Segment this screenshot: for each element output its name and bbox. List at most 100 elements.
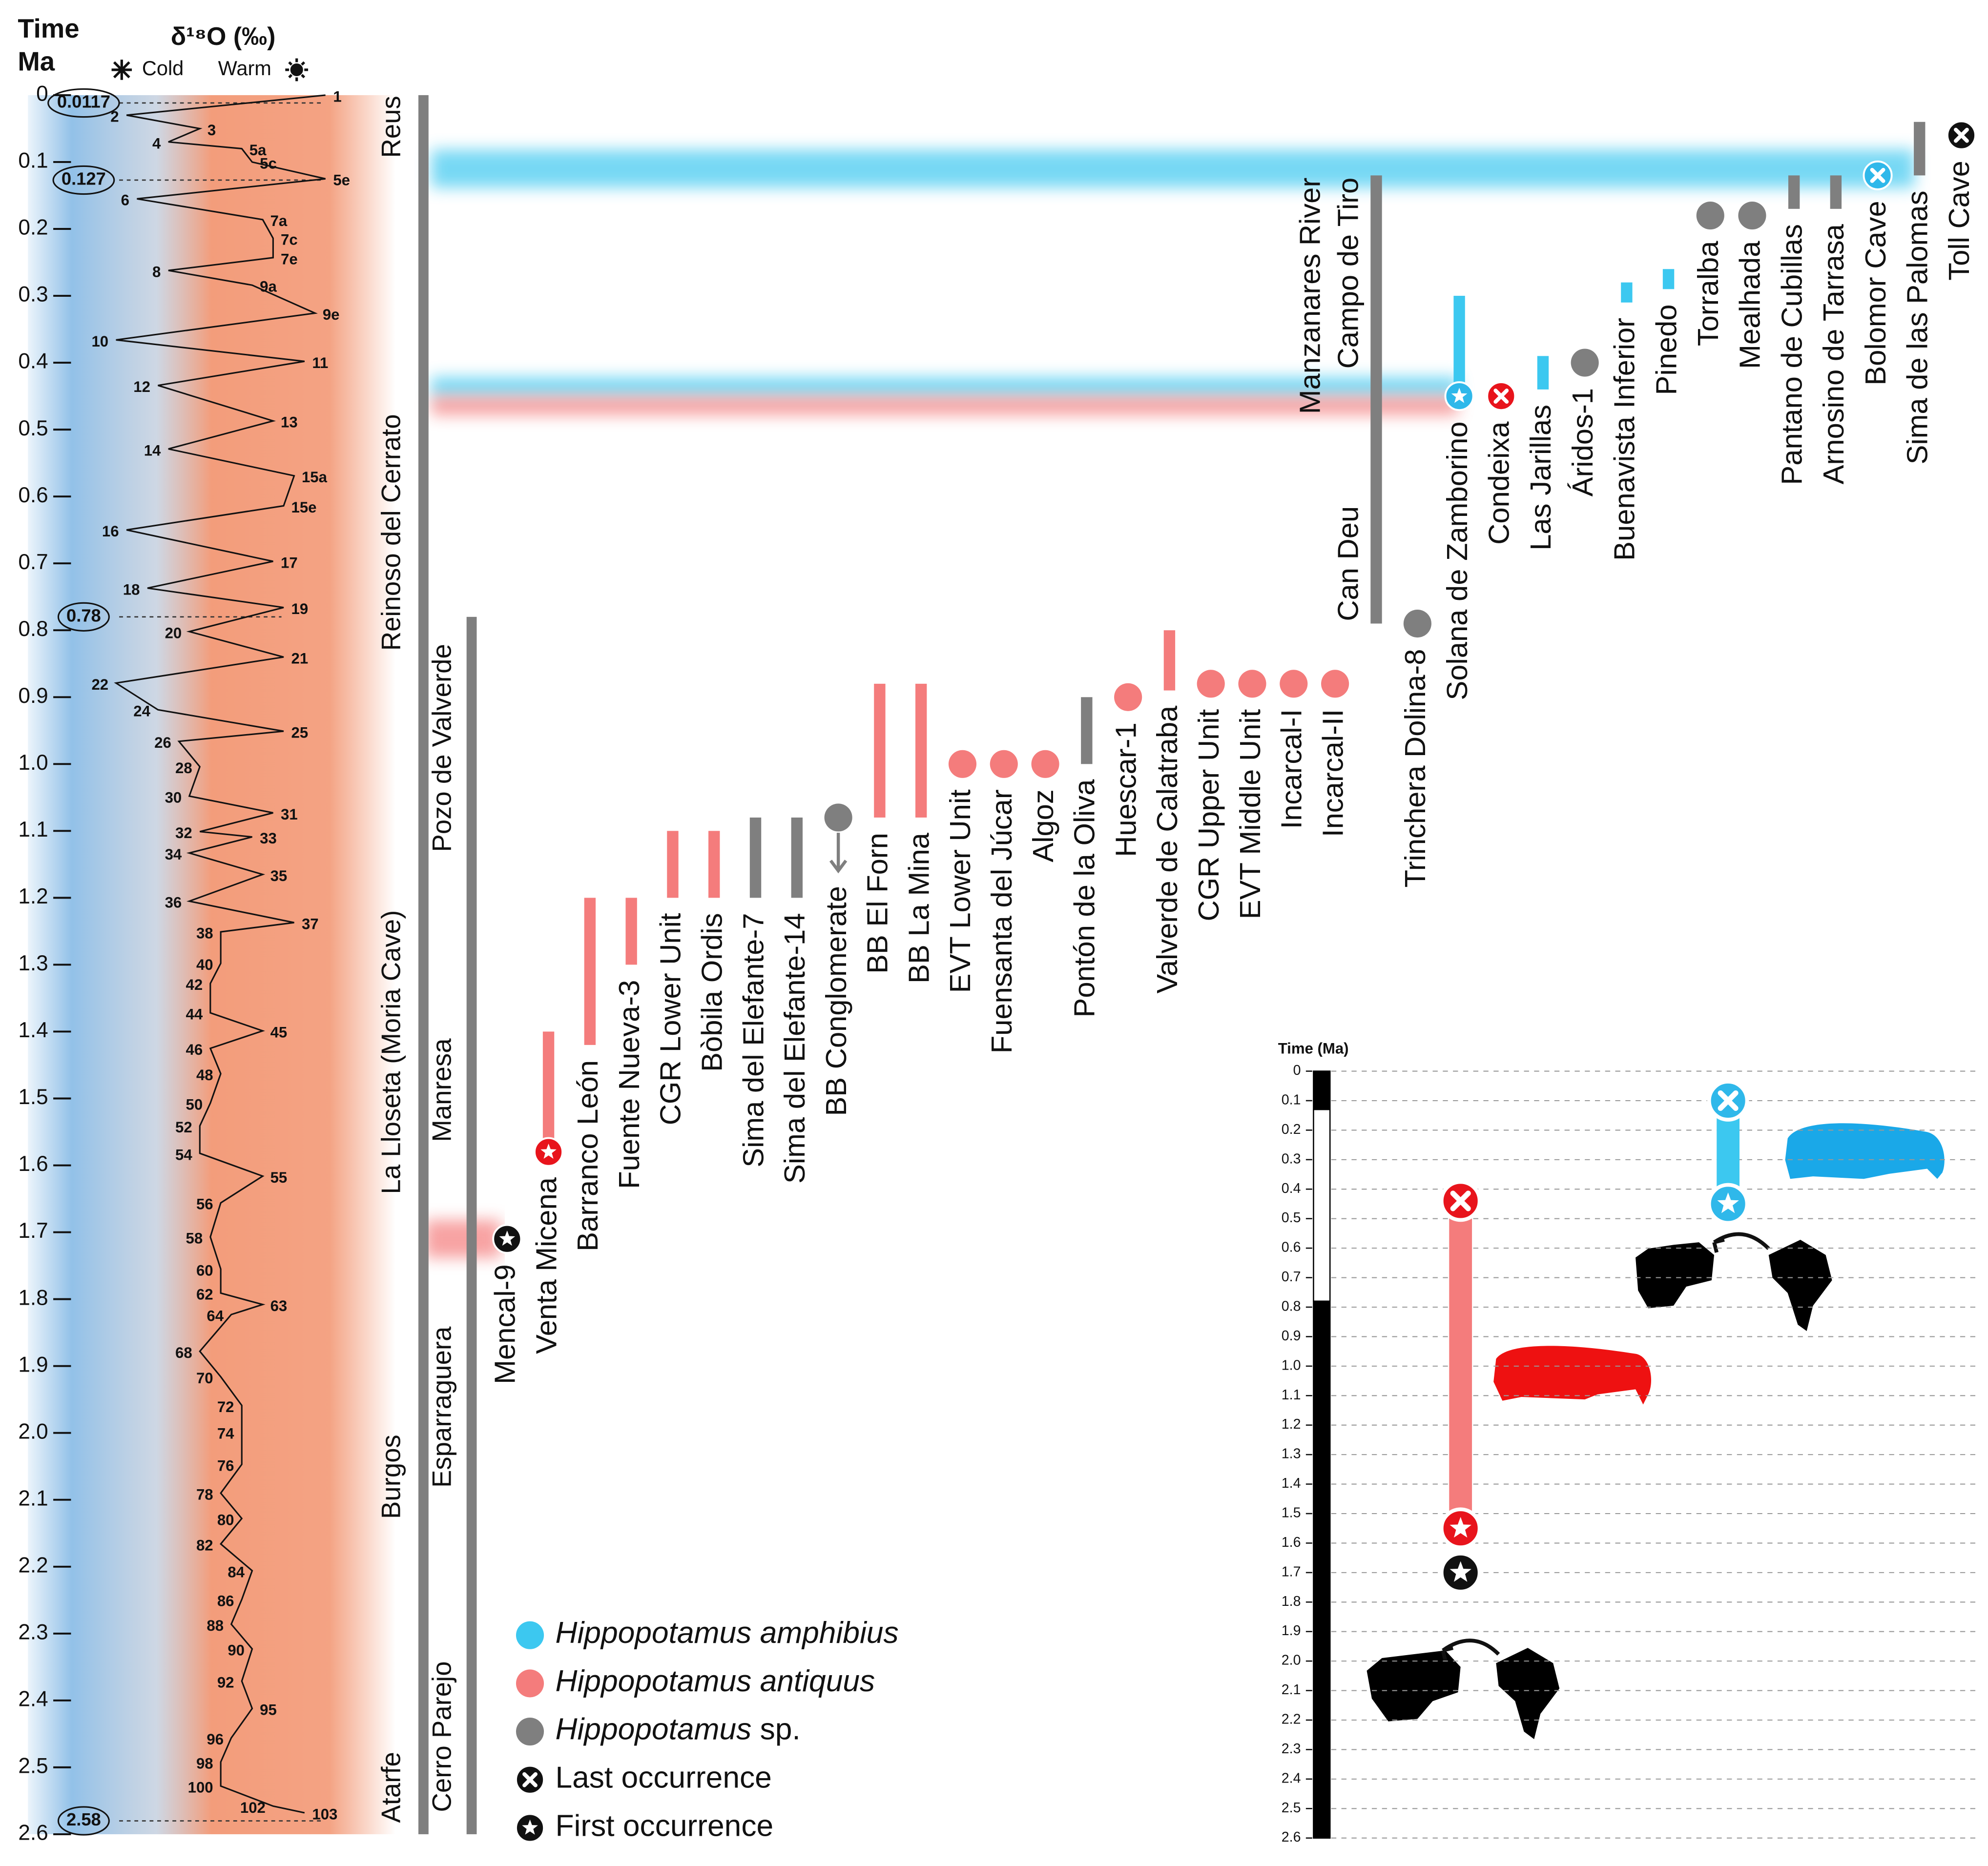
site-label: Bolomor Cave — [1859, 201, 1892, 385]
site-label: Fuente Nueva-3 — [613, 980, 645, 1189]
inset-tick-label: 0.6 — [1282, 1240, 1301, 1255]
inset-tick-label: 0.5 — [1282, 1210, 1301, 1226]
mis-label: 9e — [323, 306, 340, 323]
mis-label: 15a — [302, 469, 328, 486]
inset-title: Time (Ma) — [1278, 1040, 1349, 1057]
mis-label: 82 — [196, 1537, 213, 1554]
y-tick-label: 2.3 — [18, 1620, 48, 1644]
boundary-circle — [47, 88, 120, 118]
formation-bar — [466, 616, 477, 1834]
sun-icon — [285, 58, 309, 82]
site-label: Bòbila Ordis — [696, 913, 728, 1072]
mis-label: 103 — [312, 1805, 337, 1823]
mis-label: 54 — [175, 1146, 192, 1163]
boundary-label: 0.0117 — [57, 92, 110, 112]
site-label: Pontón de la Oliva — [1068, 779, 1101, 1018]
y-tick-label: 0.3 — [18, 283, 48, 307]
site-label: Torralba — [1692, 241, 1724, 347]
star-glyph — [1717, 1192, 1739, 1213]
star-glyph — [1451, 388, 1468, 403]
mis-label: 33 — [260, 830, 277, 847]
site-label: Toll Cave — [1943, 161, 1975, 281]
boundary-circle — [52, 165, 115, 195]
formation-label: La Lloseta (Moria Cave) — [376, 910, 406, 1194]
y-tick-label: 2.5 — [18, 1754, 48, 1778]
cross-glyph — [1718, 1090, 1739, 1111]
time-unit: Ma — [18, 46, 55, 76]
mis-label: 60 — [196, 1262, 213, 1279]
mis-label: 95 — [260, 1702, 277, 1719]
cold-label: Cold — [142, 57, 184, 80]
mis-label: 32 — [175, 824, 192, 841]
mis-label: 76 — [217, 1457, 234, 1475]
mis-label: 13 — [281, 414, 298, 431]
mis-label: 22 — [91, 676, 108, 693]
legend-label: Hippopotamus amphibius — [555, 1617, 898, 1650]
site-label: Áridos-1 — [1566, 388, 1599, 496]
mis-label: 7a — [270, 212, 288, 229]
range-bar — [708, 831, 720, 898]
inset-tick-label: 2.2 — [1282, 1712, 1301, 1727]
snowflake-icon — [111, 60, 132, 80]
formation-label: Burgos — [376, 1435, 406, 1519]
star-glyph — [1450, 1517, 1471, 1538]
y-tick-label: 1.7 — [18, 1219, 48, 1243]
site-label: Arnosino de Tarrasa — [1817, 224, 1850, 484]
time-label: Time — [18, 14, 79, 43]
curve-title: δ¹⁸O (‰) — [171, 22, 276, 51]
inset-tick-label: 1.0 — [1282, 1357, 1301, 1373]
site-dot — [1571, 349, 1599, 377]
mis-label: 90 — [228, 1642, 245, 1659]
formation-bar — [418, 95, 429, 1834]
mis-label: 6 — [121, 192, 129, 209]
site-label: Pantano de Cubillas — [1775, 224, 1808, 485]
mis-label: 7c — [281, 231, 298, 248]
star-glyph — [540, 1143, 557, 1159]
range-bar — [1453, 296, 1465, 396]
site-label: Solana de Zamborino — [1441, 422, 1473, 700]
cross-glyph — [522, 1772, 538, 1787]
site-label: Campo de Tiro — [1332, 178, 1365, 369]
cross-glyph — [1870, 167, 1885, 183]
mis-label: 84 — [228, 1563, 245, 1580]
star-glyph — [522, 1819, 538, 1835]
site-label: Valverde de Calatraba — [1151, 705, 1183, 994]
formation-label: Reus — [376, 96, 406, 158]
y-tick-label: 1.2 — [18, 884, 48, 908]
site-label: Huescar-1 — [1109, 722, 1142, 857]
mis-label: 72 — [217, 1398, 234, 1415]
mis-label: 25 — [291, 724, 309, 741]
range-bar — [874, 683, 886, 818]
formation-label: Pozo de Valverde — [427, 644, 456, 852]
site-dot — [824, 803, 852, 832]
inset-tick-label: 0.9 — [1282, 1328, 1301, 1344]
site-label: Venta Micena — [530, 1177, 562, 1354]
site-dot — [1403, 609, 1431, 638]
mis-label: 30 — [165, 789, 182, 806]
boundary-label: 0.127 — [62, 169, 106, 189]
polarity-block — [1313, 1300, 1331, 1839]
mis-label: 15e — [291, 499, 317, 516]
boundary-label: 2.58 — [66, 1809, 101, 1829]
y-tick-label: 2.6 — [18, 1821, 48, 1845]
mis-label: 98 — [196, 1755, 213, 1772]
site-label: BB La Mina — [902, 832, 935, 983]
range-bar — [542, 1031, 555, 1152]
formation-label: Manresa — [427, 1038, 456, 1142]
inset-range-bar — [1449, 1201, 1472, 1529]
legend-word: amphibius — [751, 1617, 898, 1650]
mis-label: 18 — [123, 581, 140, 598]
mis-label: 74 — [217, 1425, 234, 1442]
y-tick-label: 1.1 — [18, 818, 48, 841]
glow-band — [424, 1220, 501, 1258]
range-bar — [1788, 175, 1800, 209]
inset-tick-label: 2.3 — [1282, 1741, 1301, 1757]
y-tick-label: 1.3 — [18, 951, 48, 975]
inset-tick-label: 1.2 — [1282, 1416, 1301, 1432]
mis-label: 58 — [186, 1230, 203, 1247]
mis-label: 4 — [152, 135, 161, 152]
y-tick-label: 2.1 — [18, 1486, 48, 1510]
site-dot — [1114, 683, 1142, 711]
y-tick-label: 0.5 — [18, 416, 48, 440]
mis-label: 55 — [270, 1169, 288, 1186]
